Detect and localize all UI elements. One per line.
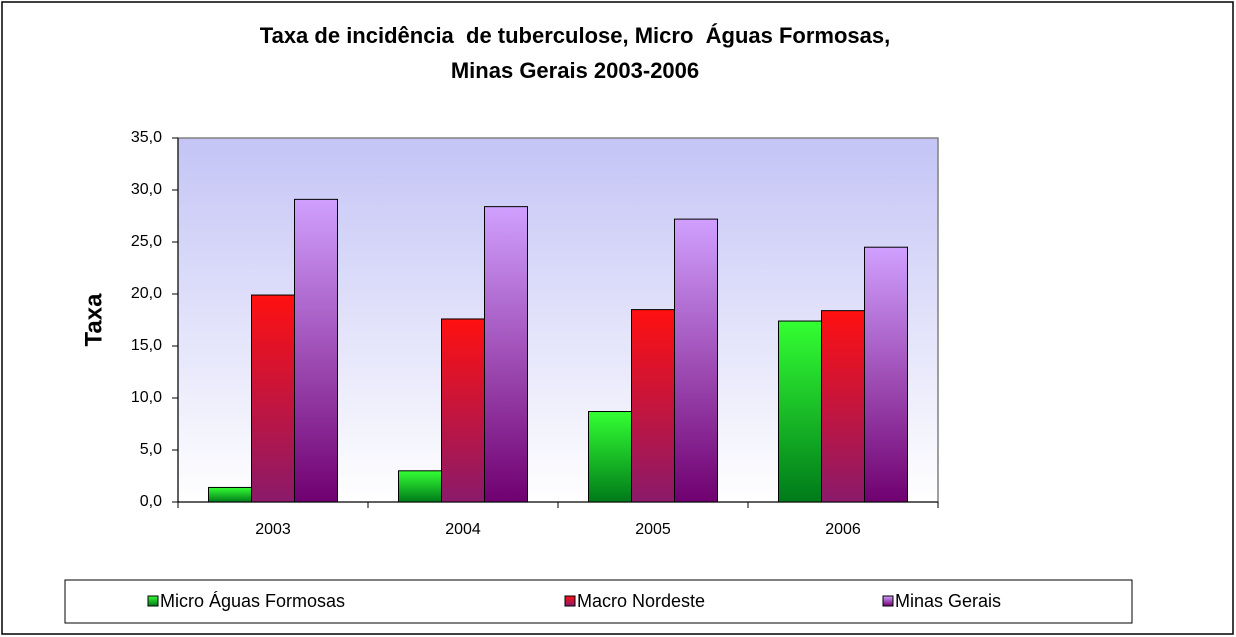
legend-label: Minas Gerais xyxy=(895,591,1001,611)
legend-label: Micro Águas Formosas xyxy=(160,591,345,611)
bar xyxy=(588,411,632,503)
bar xyxy=(441,318,485,503)
y-tick-label: 35,0 xyxy=(131,129,162,146)
bar xyxy=(398,470,442,503)
y-tick-label: 0,0 xyxy=(140,493,162,510)
bar xyxy=(864,246,908,503)
y-tick-label: 5,0 xyxy=(140,441,162,458)
x-tick-label: 2004 xyxy=(445,521,481,538)
y-tick-label: 25,0 xyxy=(131,233,162,250)
bar xyxy=(821,310,865,503)
y-tick-label: 15,0 xyxy=(131,337,162,354)
y-tick-label: 30,0 xyxy=(131,181,162,198)
bar xyxy=(778,320,822,503)
x-tick-label: 2006 xyxy=(825,521,861,538)
x-tick-label: 2005 xyxy=(635,521,671,538)
y-tick-label: 20,0 xyxy=(131,285,162,302)
legend xyxy=(64,579,1133,624)
chart-title: Taxa de incidência de tuberculose, Micro… xyxy=(260,23,890,48)
chart-title: Minas Gerais 2003-2006 xyxy=(451,58,699,83)
bar xyxy=(674,218,718,503)
bar xyxy=(208,486,252,503)
bar xyxy=(251,294,295,503)
bar xyxy=(631,309,675,503)
y-axis-label: Taxa xyxy=(80,293,107,347)
legend-swatch xyxy=(882,595,894,607)
legend-swatch xyxy=(564,595,576,607)
bar xyxy=(294,198,338,503)
legend-swatch xyxy=(147,595,159,607)
bar xyxy=(484,206,528,503)
y-tick-label: 10,0 xyxy=(131,389,162,406)
legend-label: Macro Nordeste xyxy=(577,591,705,611)
x-tick-label: 2003 xyxy=(255,521,291,538)
